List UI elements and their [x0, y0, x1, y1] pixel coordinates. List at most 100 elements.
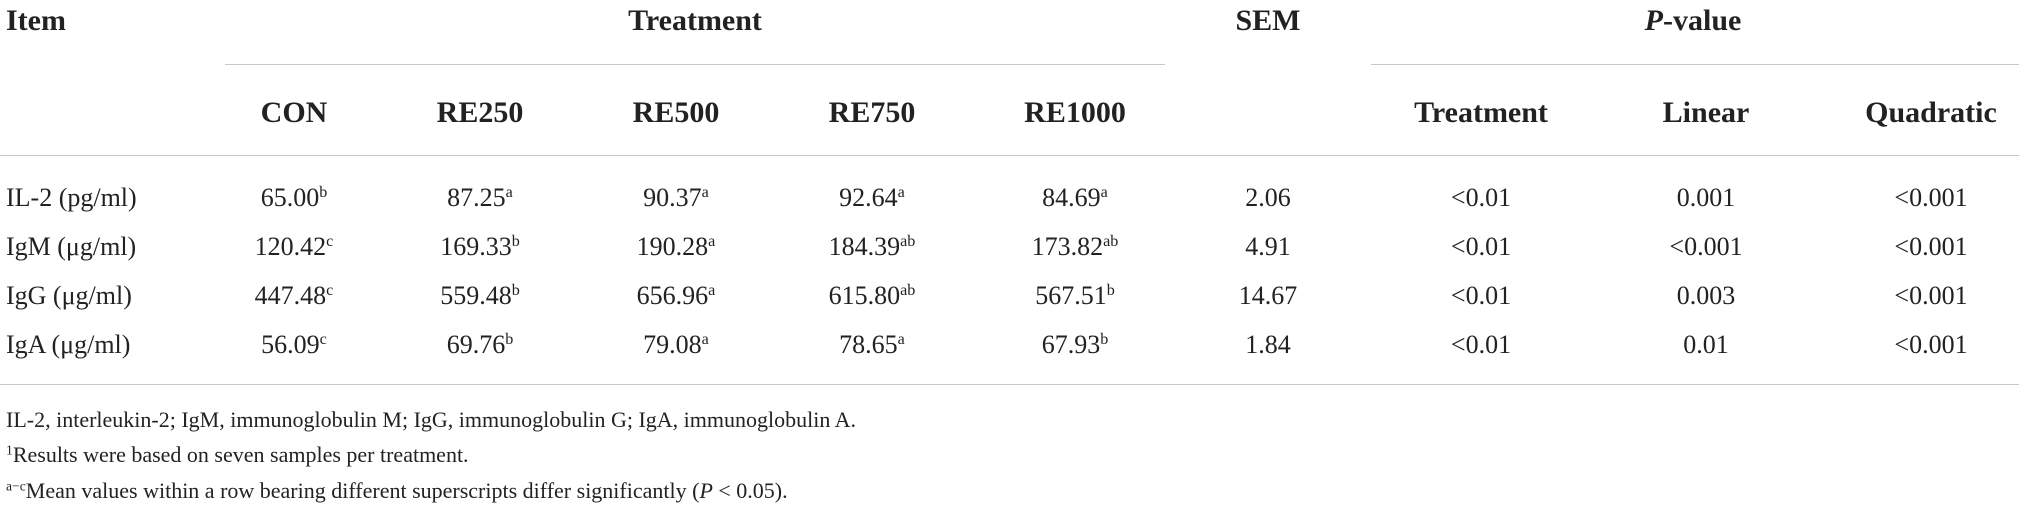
cell: 656.96a: [637, 281, 716, 311]
cell-value: 56.09: [261, 330, 320, 359]
cell-sup: c: [326, 282, 334, 300]
rule: [0, 155, 2019, 156]
cell: 190.28a: [637, 232, 716, 262]
col-header-text: Quadratic: [1865, 96, 1997, 129]
cell-p: <0.001: [1669, 232, 1742, 262]
col-header-text: RE500: [632, 96, 720, 129]
col-header: CON: [261, 98, 328, 128]
header-treatment-text: Treatment: [628, 4, 762, 37]
col-header: RE1000: [1024, 98, 1126, 128]
footnote-sup: 1: [6, 442, 13, 458]
cell-sup: ab: [900, 233, 916, 251]
cell-p: 0.003: [1677, 281, 1736, 311]
rule: [0, 384, 2019, 385]
cell: 56.09c: [261, 330, 327, 360]
row-item-text: IgA (μg/ml): [6, 330, 131, 359]
cell-sup: b: [505, 331, 514, 349]
cell-p-text: 0.003: [1676, 281, 1736, 310]
cell-p-text: <0.001: [1894, 330, 1968, 359]
cell-sup: a: [708, 282, 716, 300]
cell-p-text: <0.001: [1894, 232, 1968, 261]
col-header-text: Linear: [1662, 96, 1750, 129]
col-header: RE250: [437, 98, 524, 128]
footnote-text: IL-2, interleukin-2; IgM, immunoglobulin…: [6, 407, 857, 432]
cell-sem-text: 4.91: [1245, 232, 1291, 261]
cell-sup: a: [897, 331, 905, 349]
cell: 69.76b: [447, 330, 514, 360]
col-header: RE500: [633, 98, 720, 128]
cell-value: 169.33: [440, 232, 512, 261]
cell-sup: a: [897, 184, 905, 202]
footnote-italic: P: [699, 478, 713, 503]
col-header-text: RE250: [436, 96, 524, 129]
header-p-value: P-value: [1645, 6, 1742, 36]
cell-value: 65.00: [260, 183, 320, 212]
col-header: Quadratic: [1865, 98, 1997, 128]
cell-p: <0.01: [1451, 183, 1511, 213]
cell-sup: b: [511, 233, 520, 251]
p-rest: -value: [1663, 4, 1742, 37]
cell: 90.37a: [643, 183, 709, 213]
cell-value: 567.51: [1035, 281, 1107, 310]
cell-sup: a: [708, 233, 716, 251]
header-item: Item: [6, 6, 66, 36]
cell-sup: b: [1100, 331, 1109, 349]
footnote: 1Results were based on seven samples per…: [6, 440, 469, 470]
footnote-tail: < 0.05).: [712, 478, 788, 503]
cell-value: 92.64: [839, 183, 898, 212]
col-header-text: Treatment: [1414, 96, 1548, 129]
cell-p: <0.001: [1894, 330, 1967, 360]
cell: 65.00b: [261, 183, 328, 213]
header-sem-text: SEM: [1235, 4, 1301, 37]
cell-value: 656.96: [636, 281, 709, 310]
cell-value: 184.39: [828, 232, 901, 261]
row-item: IL-2 (pg/ml): [6, 183, 137, 213]
header-treatment: Treatment: [628, 6, 762, 36]
cell-value: 90.37: [643, 183, 702, 212]
cell-p: <0.01: [1451, 330, 1511, 360]
cell: 169.33b: [440, 232, 520, 262]
cell: 184.39ab: [829, 232, 916, 262]
cell-sem: 4.91: [1245, 232, 1291, 262]
cell-sup: b: [319, 184, 328, 202]
row-item: IgM (μg/ml): [6, 232, 136, 262]
header-sem: SEM: [1235, 6, 1300, 36]
cell-p-text: <0.01: [1450, 183, 1512, 212]
cell-sem-text: 14.67: [1238, 281, 1298, 310]
col-header-text: RE1000: [1024, 96, 1126, 129]
cell: 84.69a: [1042, 183, 1108, 213]
cell-p: 0.01: [1683, 330, 1729, 360]
cell-p-text: <0.01: [1450, 330, 1512, 359]
cell: 78.65a: [839, 330, 905, 360]
cell-value: 190.28: [636, 232, 709, 261]
cell-sup: c: [326, 233, 334, 251]
p-italic: P: [1644, 4, 1663, 37]
cell-sup: b: [1106, 282, 1115, 300]
cell-p: <0.01: [1451, 232, 1511, 262]
cell: 120.42c: [255, 232, 334, 262]
header-item-text: Item: [6, 4, 66, 37]
cell-sem-text: 2.06: [1245, 183, 1291, 212]
cell-sup: ab: [900, 282, 916, 300]
cell-sem: 2.06: [1245, 183, 1291, 213]
cell-value: 67.93: [1041, 330, 1101, 359]
col-header-text: RE750: [828, 96, 916, 129]
col-header: Linear: [1663, 98, 1750, 128]
cell-p-text: <0.01: [1450, 281, 1512, 310]
cell-value: 79.08: [643, 330, 702, 359]
cell-p: <0.001: [1894, 183, 1967, 213]
footnote-sup: a−c: [6, 478, 26, 494]
cell-sup: ab: [1103, 233, 1119, 251]
cell-value: 559.48: [440, 281, 512, 310]
cell-p-text: 0.001: [1676, 183, 1736, 212]
cell-sup: a: [701, 331, 709, 349]
cell-p: 0.001: [1677, 183, 1736, 213]
cell-sup: a: [701, 184, 709, 202]
footnote: IL-2, interleukin-2; IgM, immunoglobulin…: [6, 405, 856, 435]
cell-value: 615.80: [828, 281, 901, 310]
row-item: IgG (μg/ml): [6, 281, 132, 311]
cell-sem: 14.67: [1239, 281, 1298, 311]
cell: 79.08a: [643, 330, 709, 360]
cell: 447.48c: [255, 281, 334, 311]
footnote-text: Results were based on seven samples per …: [12, 442, 469, 467]
